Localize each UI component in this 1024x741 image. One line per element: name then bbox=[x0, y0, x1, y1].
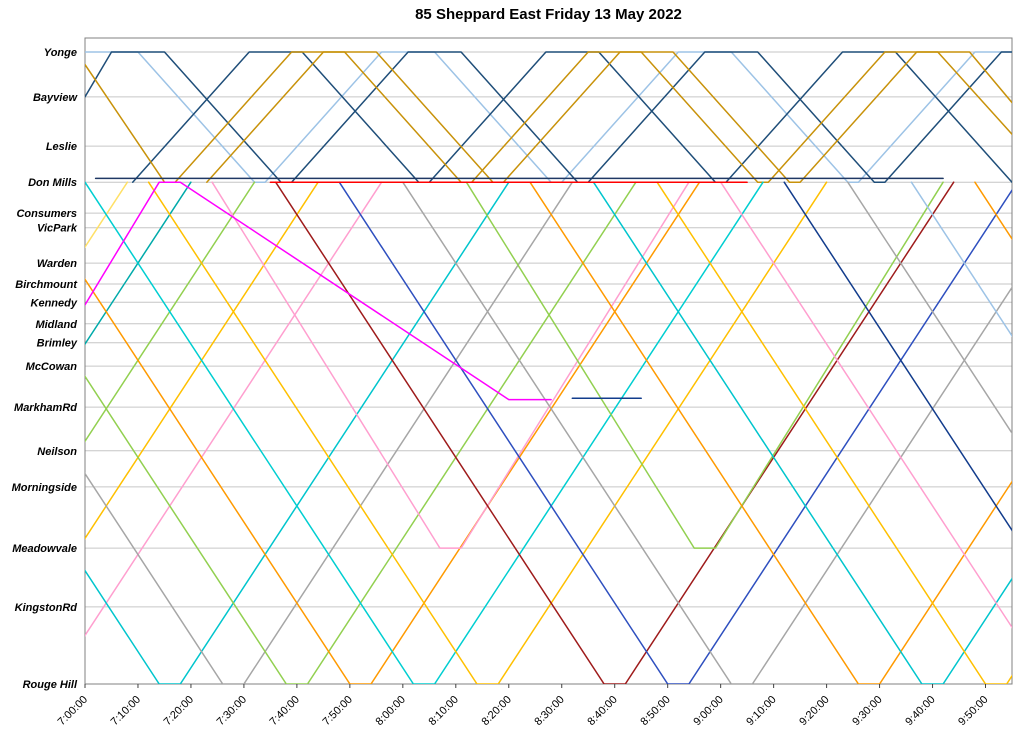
trip-line-trip-eb-0748 bbox=[338, 181, 1012, 684]
trip-line-trip-eb-0924 bbox=[847, 181, 1012, 435]
trip-line-trip-wb-0536 bbox=[85, 181, 319, 540]
trip-line-trip-eb-0800 bbox=[402, 181, 1012, 684]
time-tick-label: 7:10:00 bbox=[109, 694, 143, 728]
time-tick-label: 9:20:00 bbox=[797, 694, 831, 728]
station-label-rouge-hill: Rouge Hill bbox=[23, 679, 78, 691]
time-tick-label: 8:50:00 bbox=[638, 694, 672, 728]
trip-line-trip-eb-0612 bbox=[85, 181, 510, 684]
trip-line-trip-eb-0700 bbox=[85, 181, 764, 684]
station-label-yonge: Yonge bbox=[44, 47, 77, 59]
time-tick-label: 9:30:00 bbox=[850, 694, 884, 728]
time-tick-label: 7:30:00 bbox=[215, 694, 249, 728]
trip-line-trip-wb-0548 bbox=[85, 181, 383, 637]
station-label-birchmount: Birchmount bbox=[15, 279, 78, 291]
station-label-warden: Warden bbox=[37, 258, 77, 270]
station-label-meadowvale: Meadowvale bbox=[12, 543, 77, 555]
time-tick-label: 7:40:00 bbox=[268, 694, 302, 728]
time-tick-label: 7:00:00 bbox=[56, 694, 90, 728]
station-label-morningside: Morningside bbox=[12, 482, 77, 494]
trip-line-yonge-shuttle-gold-2 bbox=[206, 51, 1012, 183]
trip-line-trip-eb-0824 bbox=[529, 181, 1012, 684]
time-tick-label: 9:50:00 bbox=[956, 694, 990, 728]
plot-border bbox=[84, 37, 1013, 685]
time-tick-label: 9:10:00 bbox=[744, 694, 778, 728]
time-tick-label: 8:10:00 bbox=[426, 694, 460, 728]
station-label-bayview: Bayview bbox=[33, 92, 78, 104]
station-label-vicpark: VicPark bbox=[37, 223, 78, 235]
trip-line-trip-eb-0724-meadowvale bbox=[211, 181, 690, 549]
trip-line-trip-eb-0848 bbox=[656, 181, 1012, 684]
time-tick-label: 7:50:00 bbox=[321, 694, 355, 728]
station-labels: Yonge Bayview Leslie Don Mills Consumers VicP… bbox=[12, 47, 79, 691]
trip-lines bbox=[85, 51, 1012, 684]
station-label-leslie: Leslie bbox=[46, 141, 77, 153]
trip-line-yonge-shuttle-gold-1 bbox=[85, 51, 1012, 183]
time-tick-label: 8:40:00 bbox=[585, 694, 619, 728]
trip-line-trip-eb-0912 bbox=[783, 181, 1012, 532]
station-label-consumers: Consumers bbox=[16, 208, 77, 220]
station-label-midland: Midland bbox=[35, 319, 77, 331]
station-label-markhamrd: MarkhamRd bbox=[14, 402, 77, 414]
trip-line-trip-wb-0524 bbox=[85, 181, 256, 443]
trip-line-trip-eb-0712 bbox=[147, 181, 828, 684]
trip-line-trip-eb-0900 bbox=[719, 181, 1012, 629]
station-label-brimley: Brimley bbox=[37, 338, 78, 350]
trip-line-trip-eb-0648 bbox=[85, 181, 701, 684]
time-tick-label: 8:30:00 bbox=[532, 694, 566, 728]
trip-line-trip-eb-0624 bbox=[85, 181, 574, 684]
time-tick-label: 9:00:00 bbox=[691, 694, 725, 728]
station-label-kennedy: Kennedy bbox=[31, 297, 78, 309]
station-label-neilson: Neilson bbox=[37, 446, 77, 458]
station-label-kingstonrd: KingstonRd bbox=[15, 602, 78, 614]
trip-line-trip-eb-0836 bbox=[592, 181, 1012, 684]
trip-line-trip-magenta-shortturn bbox=[85, 181, 552, 401]
station-label-mccowan: McCowan bbox=[26, 361, 78, 373]
time-tick-label: 8:00:00 bbox=[374, 694, 408, 728]
time-tick-label: 9:40:00 bbox=[903, 694, 937, 728]
trip-line-trip-eb-0736 bbox=[274, 181, 955, 684]
trip-line-trip-eb-0936 bbox=[910, 181, 1012, 338]
trip-line-trip-eb-0812-meadowvale bbox=[465, 181, 944, 549]
station-label-don-mills: Don Mills bbox=[28, 177, 77, 189]
chart-title: 85 Sheppard East Friday 13 May 2022 bbox=[415, 6, 682, 23]
time-axis: 7:00:00 7:10:00 7:20:00 7:30:00 7:40:00 7:50:… bbox=[56, 684, 991, 728]
time-tick-label: 8:20:00 bbox=[479, 694, 513, 728]
trip-line-trip-eb-0636 bbox=[85, 181, 637, 684]
time-tick-label: 7:20:00 bbox=[162, 694, 196, 728]
